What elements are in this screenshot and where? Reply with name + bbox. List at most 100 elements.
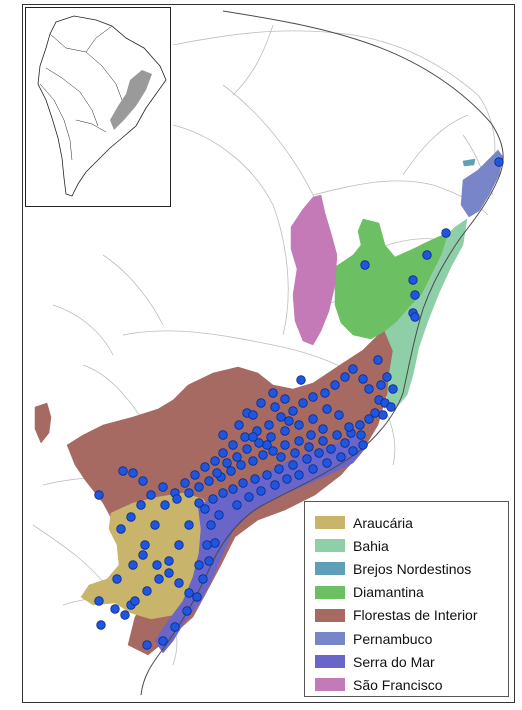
occurrence-point	[386, 402, 396, 412]
occurrence-point	[140, 540, 150, 550]
occurrence-point	[222, 458, 232, 468]
occurrence-point	[294, 420, 304, 430]
occurrence-point	[146, 490, 156, 500]
legend-label: Florestas de Interior	[353, 607, 478, 624]
occurrence-point	[218, 488, 228, 498]
occurrence-point	[294, 436, 304, 446]
occurrence-point	[276, 412, 286, 422]
occurrence-point	[200, 462, 210, 472]
legend-swatch	[315, 562, 345, 576]
occurrence-point	[270, 402, 280, 412]
occurrence-point	[190, 470, 200, 480]
occurrence-point	[280, 426, 290, 436]
region-brejos-nordestinos	[462, 158, 476, 167]
legend-swatch	[315, 539, 345, 553]
map-legend: Araucária Bahia Brejos Nordestinos Diama…	[304, 501, 509, 697]
occurrence-point	[244, 492, 254, 502]
occurrence-point	[441, 228, 451, 238]
legend-label: Bahia	[353, 537, 389, 554]
occurrence-point	[94, 596, 104, 606]
inset-svg	[37, 15, 167, 197]
occurrence-point	[344, 422, 354, 432]
inset-map	[25, 7, 171, 207]
occurrence-point	[180, 478, 190, 488]
occurrence-point	[248, 410, 258, 420]
occurrence-point	[308, 392, 318, 402]
occurrence-point	[360, 260, 370, 270]
occurrence-point	[382, 372, 392, 382]
occurrence-point	[248, 456, 258, 466]
occurrence-point	[388, 384, 398, 394]
region-araucaria	[80, 492, 219, 620]
occurrence-point	[358, 440, 368, 450]
occurrence-point	[182, 606, 192, 616]
legend-item-diamantina: Diamantina	[315, 581, 508, 604]
occurrence-point	[158, 482, 168, 492]
occurrence-point	[142, 586, 152, 596]
occurrence-point	[256, 486, 266, 496]
occurrence-point	[288, 460, 298, 470]
occurrence-point	[94, 490, 104, 500]
occurrence-point	[126, 512, 136, 522]
occurrence-point	[322, 458, 332, 468]
occurrence-point	[308, 464, 318, 474]
occurrence-point	[214, 510, 224, 520]
occurrence-point	[206, 520, 216, 530]
legend-label: Brejos Nordestinos	[353, 560, 472, 577]
occurrence-point	[296, 375, 306, 385]
legend-swatch	[315, 608, 345, 622]
occurrence-point	[158, 636, 168, 646]
occurrence-point	[202, 540, 212, 550]
occurrence-point	[128, 468, 138, 478]
occurrence-point	[288, 406, 298, 416]
occurrence-point	[314, 448, 324, 458]
occurrence-point	[160, 500, 170, 510]
occurrence-point	[194, 482, 204, 492]
legend-item-serra-do-mar: Serra do Mar	[315, 650, 508, 673]
occurrence-point	[228, 440, 238, 450]
occurrence-point	[232, 452, 242, 462]
legend-label: Araucária	[353, 514, 413, 531]
occurrence-point	[336, 452, 346, 462]
legend-label: Serra do Mar	[353, 653, 435, 670]
occurrence-point	[192, 592, 202, 602]
legend-swatch	[315, 678, 345, 692]
legend-item-sao-francisco: São Francisco	[315, 673, 508, 696]
occurrence-point	[130, 596, 140, 606]
occurrence-point	[274, 464, 284, 474]
legend-label: Pernambuco	[353, 630, 433, 647]
occurrence-point	[262, 440, 272, 450]
occurrence-point	[280, 440, 290, 450]
inset-borders	[39, 25, 123, 161]
occurrence-point	[373, 355, 383, 365]
occurrence-point	[128, 560, 138, 570]
occurrence-point	[266, 432, 276, 442]
occurrence-point	[422, 250, 432, 260]
occurrence-point	[198, 574, 208, 584]
occurrence-point	[248, 432, 258, 442]
occurrence-point	[356, 430, 366, 440]
occurrence-point	[322, 404, 332, 414]
occurrence-point	[348, 364, 358, 374]
occurrence-point	[204, 556, 214, 566]
occurrence-point	[138, 476, 148, 486]
occurrence-point	[262, 470, 272, 480]
occurrence-point	[348, 446, 358, 456]
occurrence-point	[334, 410, 344, 420]
occurrence-point	[170, 622, 180, 632]
occurrence-point	[318, 424, 328, 434]
legend-swatch	[315, 655, 345, 669]
occurrence-point	[210, 538, 220, 548]
occurrence-point	[194, 498, 204, 508]
map-canvas[interactable]	[23, 5, 515, 703]
legend-label: São Francisco	[353, 676, 443, 693]
occurrence-point	[302, 454, 312, 464]
occurrence-point	[174, 540, 184, 550]
occurrence-point	[240, 432, 250, 442]
occurrence-point	[494, 157, 504, 167]
occurrence-point	[218, 430, 228, 440]
occurrence-point	[228, 484, 238, 494]
occurrence-point	[238, 478, 248, 488]
occurrence-point	[408, 275, 418, 285]
occurrence-point	[204, 476, 214, 486]
